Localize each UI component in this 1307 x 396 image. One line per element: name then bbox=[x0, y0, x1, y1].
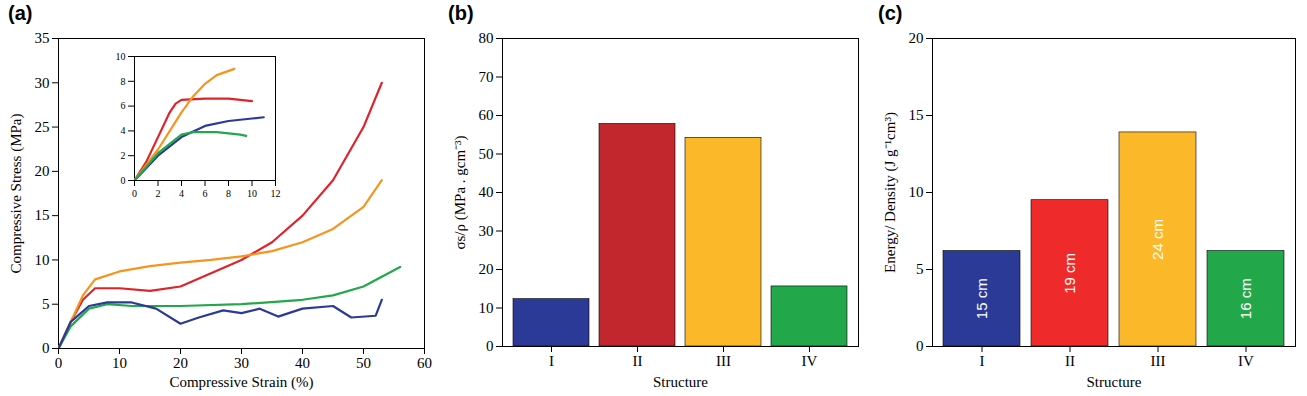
svg-text:8: 8 bbox=[121, 76, 126, 87]
svg-text:Energy/ Density (J g⁻¹cm³): Energy/ Density (J g⁻¹cm³) bbox=[882, 112, 899, 273]
svg-text:60: 60 bbox=[417, 355, 432, 371]
svg-text:σs/ρ (MPa . gcm⁻³): σs/ρ (MPa . gcm⁻³) bbox=[452, 135, 469, 249]
svg-text:20: 20 bbox=[35, 163, 50, 179]
svg-text:Structure: Structure bbox=[1087, 374, 1142, 390]
svg-text:0: 0 bbox=[121, 175, 126, 186]
svg-text:IV: IV bbox=[802, 353, 818, 369]
svg-text:5: 5 bbox=[916, 261, 924, 277]
svg-text:6: 6 bbox=[121, 100, 126, 111]
html-text:(c): (c) bbox=[878, 2, 903, 24]
svg-text:19 cm: 19 cm bbox=[1061, 253, 1078, 294]
svg-text:Compressive Strain (%): Compressive Strain (%) bbox=[169, 374, 313, 391]
svg-text:II: II bbox=[1065, 353, 1075, 369]
svg-text:30: 30 bbox=[35, 75, 50, 91]
svg-text:2: 2 bbox=[156, 188, 161, 199]
html-text:(b): (b) bbox=[448, 2, 474, 24]
svg-text:10: 10 bbox=[35, 252, 50, 268]
svg-text:80: 80 bbox=[479, 30, 494, 46]
svg-text:8: 8 bbox=[226, 188, 231, 199]
svg-text:4: 4 bbox=[179, 188, 184, 199]
svg-text:0: 0 bbox=[55, 355, 63, 371]
svg-text:0: 0 bbox=[486, 338, 494, 354]
svg-text:30: 30 bbox=[479, 223, 494, 239]
svg-text:40: 40 bbox=[295, 355, 310, 371]
svg-text:III: III bbox=[1151, 353, 1166, 369]
svg-text:15: 15 bbox=[909, 107, 924, 123]
svg-text:10: 10 bbox=[909, 184, 924, 200]
svg-text:60: 60 bbox=[479, 107, 494, 123]
svg-text:10: 10 bbox=[112, 355, 127, 371]
svg-text:4: 4 bbox=[121, 125, 126, 136]
svg-text:50: 50 bbox=[356, 355, 371, 371]
svg-text:20: 20 bbox=[173, 355, 188, 371]
svg-text:6: 6 bbox=[203, 188, 208, 199]
svg-text:0: 0 bbox=[916, 338, 924, 354]
svg-text:10: 10 bbox=[116, 51, 126, 62]
html-text:(a): (a) bbox=[8, 2, 33, 24]
svg-text:0: 0 bbox=[132, 188, 137, 199]
svg-text:I: I bbox=[549, 353, 554, 369]
svg-text:25: 25 bbox=[35, 119, 50, 135]
svg-text:70: 70 bbox=[479, 69, 494, 85]
svg-text:Compressive Stress (MPa): Compressive Stress (MPa) bbox=[8, 114, 25, 274]
svg-text:2: 2 bbox=[121, 150, 126, 161]
svg-text:50: 50 bbox=[479, 146, 494, 162]
svg-text:20: 20 bbox=[909, 30, 924, 46]
svg-text:0: 0 bbox=[42, 340, 50, 356]
svg-text:24 cm: 24 cm bbox=[1149, 219, 1166, 260]
svg-text:20: 20 bbox=[479, 261, 494, 277]
svg-text:III: III bbox=[716, 353, 731, 369]
svg-text:10: 10 bbox=[247, 188, 257, 199]
svg-text:12: 12 bbox=[271, 188, 281, 199]
svg-text:10: 10 bbox=[479, 300, 494, 316]
svg-text:35: 35 bbox=[35, 30, 50, 46]
svg-text:15 cm: 15 cm bbox=[973, 278, 990, 319]
svg-text:15: 15 bbox=[35, 207, 50, 223]
svg-text:30: 30 bbox=[234, 355, 249, 371]
svg-text:40: 40 bbox=[479, 184, 494, 200]
svg-text:5: 5 bbox=[42, 296, 50, 312]
svg-text:IV: IV bbox=[1238, 353, 1254, 369]
svg-text:I: I bbox=[980, 353, 985, 369]
svg-text:Structure: Structure bbox=[653, 374, 708, 390]
svg-text:16 cm: 16 cm bbox=[1237, 278, 1254, 319]
svg-text:II: II bbox=[633, 353, 643, 369]
